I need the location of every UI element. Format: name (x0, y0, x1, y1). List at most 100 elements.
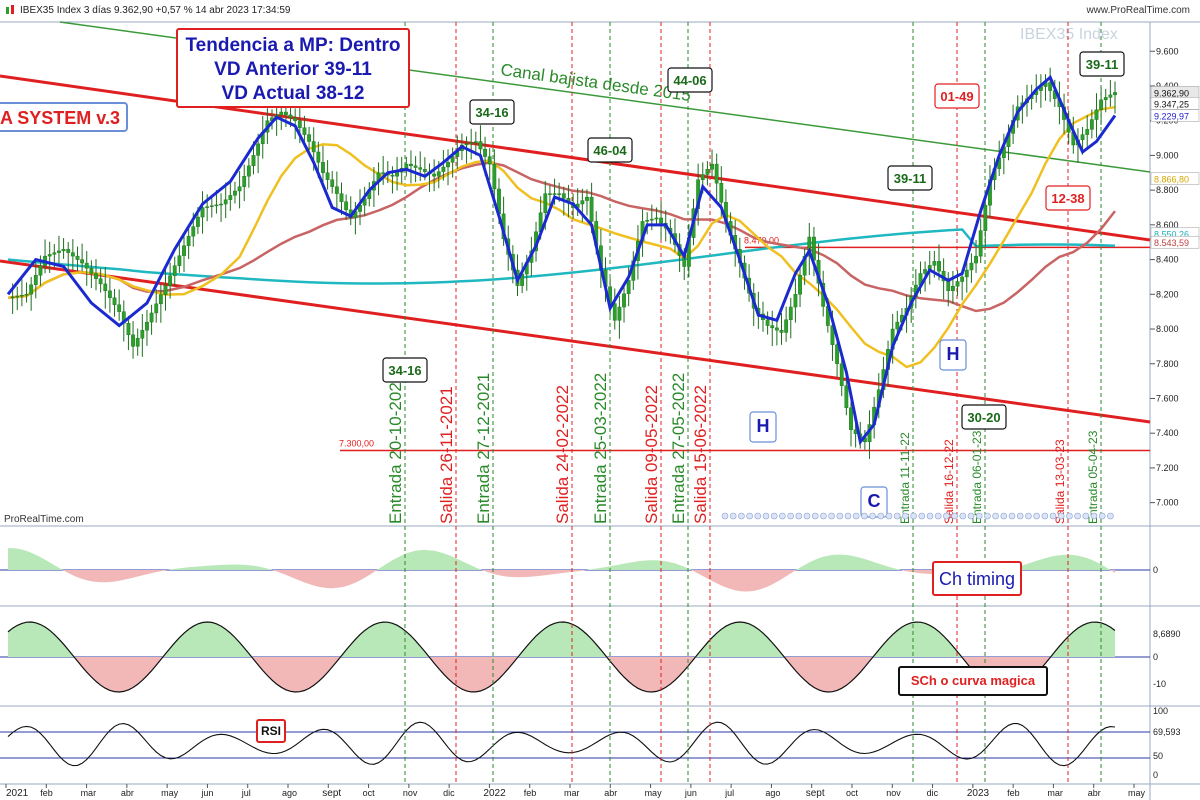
annotation-label: 39-11 (1086, 57, 1119, 72)
candle-body (344, 201, 349, 211)
time-tick-label: mar (81, 788, 97, 798)
time-tick-label: may (645, 788, 663, 798)
candle-body (66, 248, 71, 253)
time-tick-label: abr (1088, 788, 1101, 798)
candle-body (473, 141, 478, 143)
sch-positive-area (8, 622, 1115, 657)
sch-box: SCh o curva magica (898, 666, 1048, 696)
time-tick-label: 2023 (967, 788, 990, 799)
candle-body (191, 226, 196, 237)
candle-body (835, 344, 839, 364)
event-dot (1041, 512, 1049, 520)
event-label: Salida 15-06-2022 (691, 385, 710, 524)
event-dot (992, 512, 999, 520)
annotation-box (939, 339, 967, 371)
candle-body (895, 321, 900, 330)
candle-body (154, 303, 159, 314)
price-tick-label: 9.600 (1156, 46, 1179, 56)
event-dot (795, 512, 803, 520)
candle-body (52, 252, 57, 255)
ma-cyan-line (7, 228, 1116, 285)
candle-body (844, 385, 849, 408)
event-dot (959, 512, 967, 520)
event-label: Entrada 20-10-2021 (386, 373, 405, 524)
candle-body (251, 155, 256, 167)
price-tick-label: 8.000 (1156, 324, 1179, 334)
candle-body (149, 312, 154, 323)
candle-body (422, 169, 427, 172)
event-dot (721, 512, 729, 520)
candle-body (978, 230, 983, 257)
candle-body (793, 294, 798, 308)
price-tick-label: 7.600 (1156, 393, 1179, 403)
event-label: Salida 24-02-2022 (553, 385, 572, 524)
candle-body (172, 265, 177, 276)
candle-body (770, 325, 775, 329)
time-tick-label: may (161, 788, 179, 798)
price-tick-label: 7.000 (1156, 498, 1179, 508)
candle-body (214, 204, 219, 207)
trend-line-2: VD Anterior 39-11 (214, 59, 372, 80)
event-dot (1000, 512, 1008, 520)
annotation-box (749, 411, 777, 443)
time-tick-label: nov (403, 788, 418, 798)
time-tick-label: mar (1047, 788, 1063, 798)
annotation-box (887, 165, 933, 191)
event-dot (885, 512, 893, 520)
candle-body (700, 174, 705, 180)
event-dot (861, 512, 868, 520)
candle-body (135, 338, 140, 347)
indicator-panels: 0 8,6890 0 -10 100 69,593 50 0 (0, 548, 1181, 780)
rsi-box: RSI (256, 719, 286, 743)
time-tick-label: may (1128, 788, 1146, 798)
candle-body (946, 280, 951, 292)
candle-body (626, 280, 631, 294)
event-label: Salida 13-03-23 (1053, 439, 1067, 524)
price-tick-label: 7.200 (1156, 463, 1179, 473)
time-tick-label: 2022 (483, 788, 506, 799)
event-dot (1090, 512, 1098, 520)
candle-body (237, 186, 242, 192)
site-label[interactable]: www.ProRealTime.com (1086, 5, 1190, 16)
candle-body (483, 148, 487, 157)
event-dot (902, 512, 909, 520)
candle-body (177, 255, 182, 266)
candle-body (70, 252, 75, 257)
vertical-events: Entrada 20-10-2021 Salida 26-11-2021 Entra… (386, 22, 1102, 784)
price-tag-label: 8.550,26 (1154, 229, 1189, 239)
candle-body (131, 334, 135, 347)
candle-body (168, 275, 173, 286)
channel-lower (0, 259, 1151, 424)
candle-body (33, 275, 38, 285)
candle-body (705, 169, 710, 175)
candle-body (807, 236, 812, 257)
trend-line-3: VD Actual 38-12 (221, 83, 365, 104)
candle-body (950, 286, 955, 292)
candle-body (311, 141, 316, 153)
annotation-box (382, 357, 428, 383)
candle-body (409, 163, 413, 167)
candle-body (223, 199, 228, 205)
candle-body (436, 171, 441, 177)
time-axis: 2021 feb mar abr may jun jul ago sept oct nov dic 20… (5, 784, 1146, 799)
candle-body (242, 176, 247, 187)
annotation-label: 30-20 (967, 410, 1000, 425)
event-dot (1008, 512, 1016, 520)
candle-body (395, 171, 399, 177)
candle-body (654, 217, 659, 220)
candle-body (288, 114, 293, 119)
watermark: IBEX35 Index (1020, 26, 1118, 43)
candle-body (839, 363, 844, 386)
time-tick-label: sept (806, 788, 825, 799)
event-dot (1049, 512, 1057, 520)
annotation-box (1045, 185, 1091, 211)
annotation-box (667, 67, 713, 93)
candle-body (492, 163, 497, 190)
event-dot (852, 512, 860, 520)
time-tick-label: jun (684, 788, 697, 798)
candle-body (774, 327, 779, 331)
candle-body (390, 174, 395, 177)
price-tag-label: 9.362,90 (1154, 88, 1189, 98)
ch-timing-negative-area (8, 570, 1115, 592)
